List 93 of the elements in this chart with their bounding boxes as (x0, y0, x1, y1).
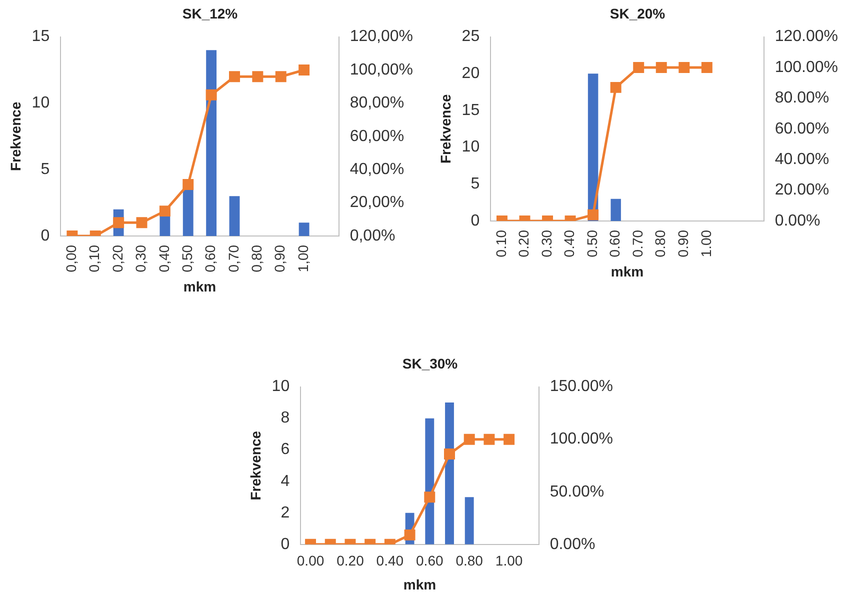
y2-tick-label: 20,00% (350, 194, 404, 212)
y2-tick-label: 100.00% (774, 58, 838, 76)
x-tick-label: 0,30 (132, 244, 149, 272)
y-tick-label: 5 (40, 160, 50, 178)
x-tick-label: 0,70 (225, 244, 242, 272)
y2-tick-label: 100.00% (550, 430, 614, 448)
point (113, 217, 124, 228)
x-tick-label: 0,10 (86, 244, 102, 272)
x-tick-label: 0,90 (272, 244, 288, 272)
y2-tick-label: 0.00% (774, 212, 820, 230)
point (464, 434, 475, 445)
y2-tick-label: 0.00% (550, 536, 596, 553)
y-tick-label: 4 (280, 472, 290, 490)
point (610, 82, 622, 93)
y2-tick-label: 40.00% (774, 150, 830, 168)
x-tick-label: 0.00 (296, 552, 324, 569)
y2-tick-label: 60,00% (350, 128, 404, 145)
x-tick-label: 0.70 (629, 230, 646, 258)
y-axis-title: Frekvence (247, 430, 264, 500)
y2-tick-label: 0,00% (350, 227, 396, 244)
x-tick-label: 0.30 (538, 230, 554, 258)
point (229, 71, 240, 82)
x-tick-label: 0.10 (492, 230, 509, 258)
y-tick-label: 10 (462, 138, 480, 156)
point (633, 62, 644, 73)
bar (445, 402, 454, 544)
point (275, 71, 286, 82)
y-tick-label: 5 (470, 176, 480, 193)
chart-title: SK_30% (402, 355, 458, 372)
x-tick-label: 0,40 (156, 244, 172, 272)
x-tick-label: 0.40 (376, 552, 404, 569)
y2-tick-label: 60.00% (774, 120, 830, 138)
point (678, 62, 690, 73)
point (182, 179, 194, 190)
y2-tick-label: 40,00% (350, 160, 404, 178)
x-tick-label: 0.20 (516, 230, 532, 258)
y-axis-title: Frekvence (7, 102, 24, 172)
y-tick-label: 6 (280, 441, 290, 458)
y2-tick-label: 120,00% (350, 28, 414, 46)
x-tick-label: 0.60 (606, 230, 623, 258)
x-tick-label: 0.50 (584, 230, 600, 258)
bar (298, 222, 310, 236)
y2-tick-label: 80.00% (774, 90, 830, 107)
x-tick-label: 0.60 (416, 552, 444, 569)
x-tick-label: 0,20 (109, 244, 126, 272)
point (656, 62, 667, 73)
chart-title: SK_20% (610, 5, 666, 22)
y-tick-label: 2 (280, 504, 290, 522)
y-tick-label: 10 (32, 94, 50, 112)
y2-tick-label: 150.00% (550, 378, 614, 396)
x-tick-label: 0,50 (178, 244, 195, 272)
y2-tick-label: 120.00% (774, 28, 838, 46)
bar (229, 196, 240, 236)
point (252, 71, 264, 82)
y-tick-label: 25 (462, 28, 480, 46)
point (206, 89, 217, 100)
y2-tick-label: 80,00% (350, 94, 404, 112)
y-tick-label: 10 (272, 378, 290, 396)
y-axis-title: Frekvence (437, 94, 454, 164)
y2-tick-label: 50.00% (550, 483, 604, 500)
y-tick-label: 0 (470, 212, 480, 230)
y2-tick-label: 20.00% (774, 182, 830, 199)
y2-tick-label: 100,00% (350, 61, 414, 78)
x-tick-label: 1.00 (698, 230, 714, 258)
x-axis-title: mkm (403, 576, 436, 592)
y-tick-label: 0 (280, 536, 290, 553)
y-tick-label: 15 (32, 28, 50, 46)
x-tick-label: 0.90 (675, 230, 691, 258)
x-tick-label: 1,00 (294, 244, 311, 272)
y-tick-label: 0 (40, 227, 50, 244)
x-tick-label: 0.20 (336, 552, 364, 569)
x-tick-label: 0.40 (561, 230, 578, 258)
point (701, 62, 712, 73)
x-tick-label: 0.80 (456, 552, 484, 569)
point (504, 434, 515, 445)
y-tick-label: 20 (462, 65, 480, 82)
y-tick-label: 15 (462, 102, 480, 119)
bar (206, 50, 217, 236)
x-tick-label: 0.80 (652, 230, 668, 258)
x-axis-title: mkm (610, 263, 644, 280)
y-tick-label: 8 (280, 410, 290, 427)
x-tick-label: 0,80 (248, 244, 265, 272)
point (136, 217, 148, 228)
x-tick-label: 0,60 (202, 244, 218, 272)
x-axis-title: mkm (183, 278, 216, 294)
x-tick-label: 1.00 (495, 552, 523, 569)
point (484, 434, 495, 445)
point (298, 64, 310, 76)
bar (464, 497, 474, 544)
point (159, 206, 170, 217)
point (444, 448, 455, 460)
x-tick-label: 0,00 (63, 244, 80, 272)
chart-title: SK_12% (182, 5, 238, 22)
